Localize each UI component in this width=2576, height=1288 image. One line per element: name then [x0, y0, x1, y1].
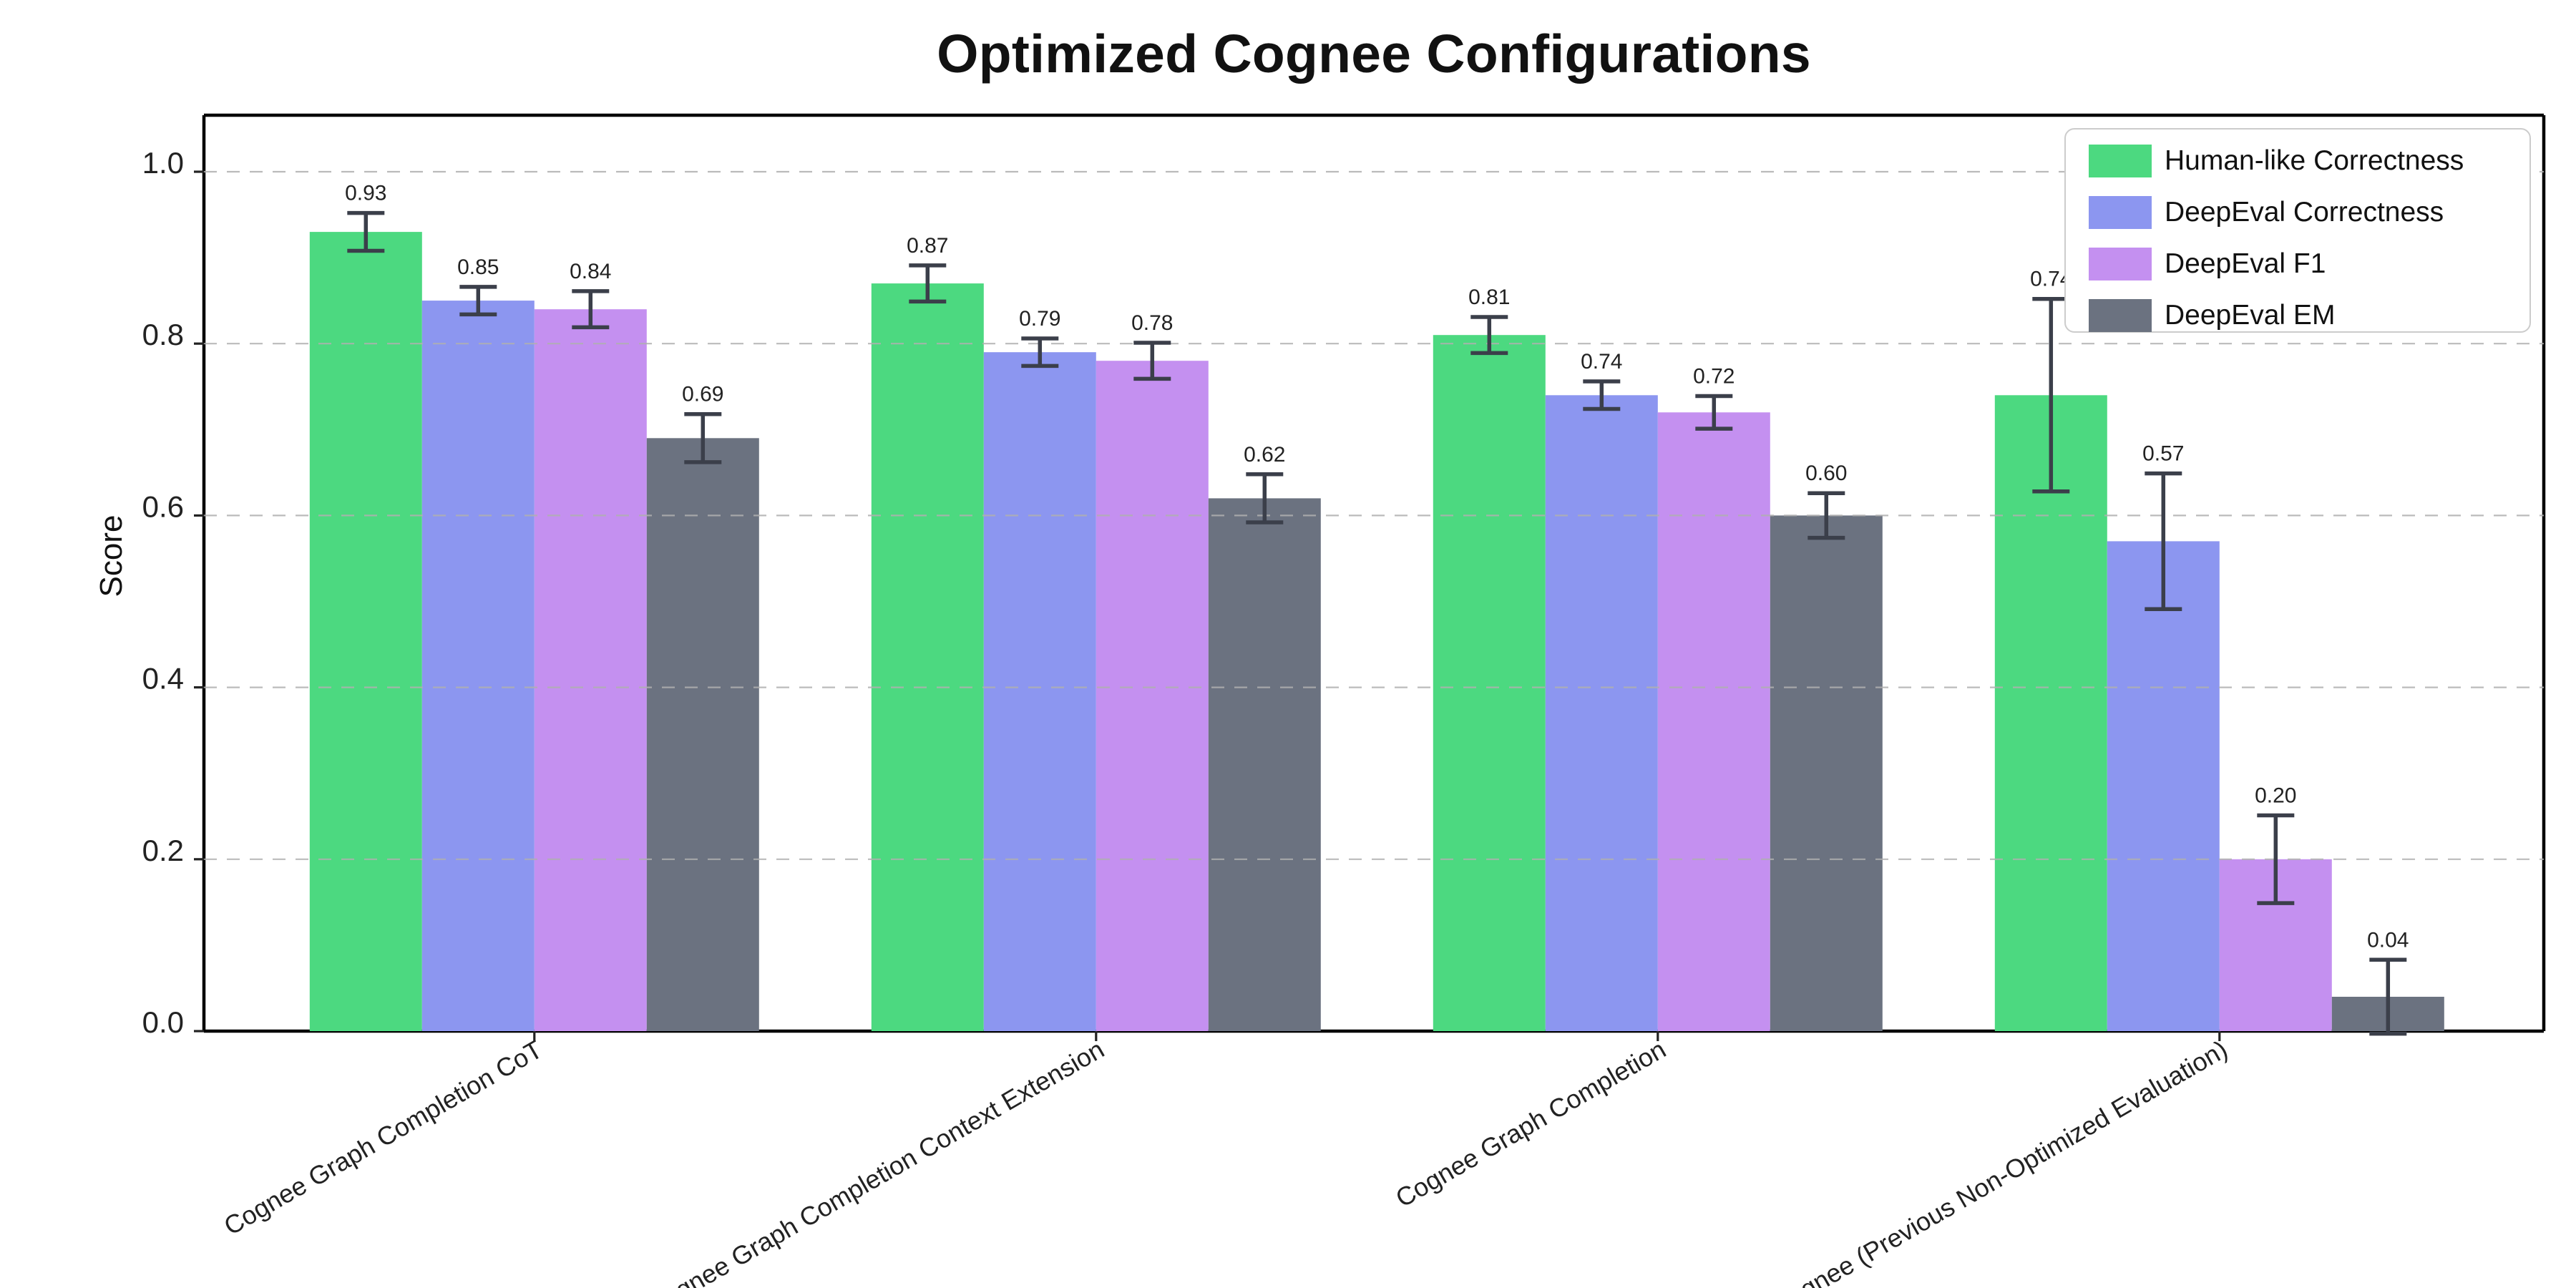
svg-text:0.4: 0.4 [142, 662, 184, 696]
svg-text:0.84: 0.84 [570, 260, 611, 283]
svg-text:0.74: 0.74 [1581, 350, 1622, 374]
svg-text:0.87: 0.87 [907, 234, 948, 258]
svg-text:0.2: 0.2 [142, 834, 184, 867]
svg-text:Cognee Graph Completion Contex: Cognee Graph Completion Context Extensio… [642, 1034, 1109, 1288]
svg-text:0.0: 0.0 [142, 1005, 184, 1039]
svg-text:0.81: 0.81 [1468, 286, 1510, 309]
svg-text:Cognee (Previous Non-Optimized: Cognee (Previous Non-Optimized Evaluatio… [1767, 1034, 2233, 1288]
svg-text:1.0: 1.0 [142, 146, 184, 180]
svg-text:Cognee Graph Completion CoT: Cognee Graph Completion CoT [219, 1034, 547, 1241]
svg-text:0.79: 0.79 [1019, 307, 1060, 331]
svg-text:0.57: 0.57 [2142, 442, 2184, 466]
svg-text:Cognee Graph Completion: Cognee Graph Completion [1390, 1034, 1670, 1213]
svg-text:0.72: 0.72 [1693, 365, 1735, 389]
svg-text:0.78: 0.78 [1131, 311, 1173, 335]
svg-text:0.6: 0.6 [142, 489, 184, 523]
svg-text:0.04: 0.04 [2367, 928, 2409, 952]
svg-text:0.8: 0.8 [142, 318, 184, 351]
svg-text:0.62: 0.62 [1244, 443, 1285, 467]
svg-text:0.20: 0.20 [2255, 784, 2296, 808]
svg-text:0.93: 0.93 [345, 182, 386, 205]
svg-text:0.85: 0.85 [457, 255, 499, 279]
svg-text:0.60: 0.60 [1805, 462, 1847, 485]
svg-text:0.69: 0.69 [682, 383, 723, 406]
